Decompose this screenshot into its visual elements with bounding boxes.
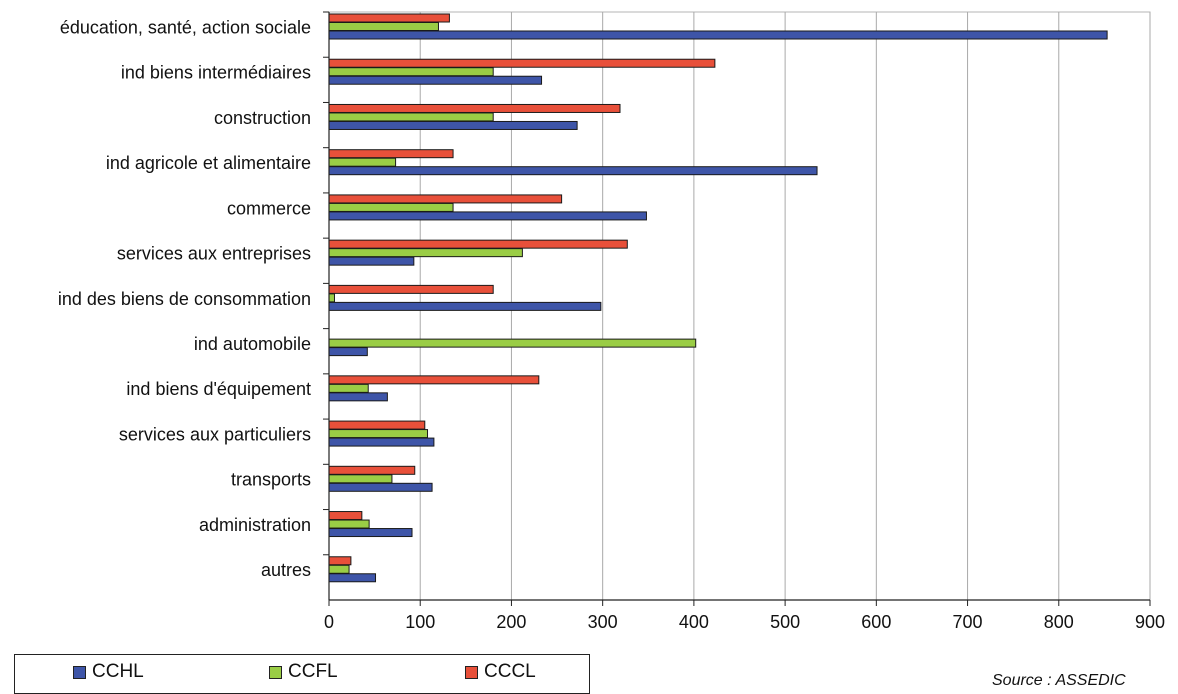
bar-cchl-11 bbox=[328, 528, 413, 538]
bar-ccfl-6 bbox=[328, 293, 335, 303]
bar-cchl-10 bbox=[328, 482, 433, 492]
category-label-4: commerce bbox=[227, 198, 311, 218]
bar-cccl-6 bbox=[328, 284, 494, 294]
bar-cccl-2 bbox=[328, 103, 621, 113]
category-label-5: services aux entreprises bbox=[117, 244, 311, 264]
category-label-10: transports bbox=[231, 470, 311, 490]
category-label-9: services aux particuliers bbox=[119, 424, 311, 444]
x-tick-label-600: 600 bbox=[861, 612, 891, 632]
legend-label-cccl: CCCL bbox=[484, 661, 536, 682]
x-tick-label-300: 300 bbox=[588, 612, 618, 632]
bar-ccfl-12 bbox=[328, 564, 350, 574]
x-tick-label-100: 100 bbox=[405, 612, 435, 632]
legend: CCHL CCFL CCCL bbox=[14, 654, 590, 694]
category-label-7: ind automobile bbox=[194, 334, 311, 354]
legend-swatch-ccfl bbox=[269, 665, 282, 679]
bar-cchl-8 bbox=[328, 392, 388, 402]
category-label-3: ind agricole et alimentaire bbox=[106, 153, 311, 173]
x-tick-label-400: 400 bbox=[679, 612, 709, 632]
bar-cccl-0 bbox=[328, 13, 450, 23]
bar-cchl-9 bbox=[328, 437, 435, 447]
bar-ccfl-9 bbox=[328, 429, 429, 439]
category-label-8: ind biens d'équipement bbox=[126, 379, 311, 399]
bar-ccfl-4 bbox=[328, 202, 454, 212]
legend-item-ccfl: CCFL bbox=[269, 661, 338, 683]
x-tick-label-900: 900 bbox=[1135, 612, 1165, 632]
bar-cchl-1 bbox=[328, 75, 543, 85]
bar-cchl-6 bbox=[328, 301, 602, 311]
source-note: Source : ASSEDIC bbox=[992, 672, 1126, 689]
bar-ccfl-1 bbox=[328, 67, 494, 77]
bar-cccl-3 bbox=[328, 149, 454, 159]
bar-cccl-12 bbox=[328, 556, 352, 566]
bar-ccfl-0 bbox=[328, 22, 439, 31]
bar-ccfl-11 bbox=[328, 519, 370, 529]
x-tick-label-800: 800 bbox=[1044, 612, 1074, 632]
axes bbox=[323, 11, 1151, 606]
bar-cccl-4 bbox=[328, 194, 563, 204]
bar-cccl-5 bbox=[328, 239, 628, 249]
x-tick-label-0: 0 bbox=[324, 612, 334, 632]
bar-cchl-12 bbox=[328, 573, 377, 583]
bars bbox=[328, 13, 1108, 583]
bar-cchl-4 bbox=[328, 211, 647, 221]
bar-cchl-5 bbox=[328, 256, 415, 266]
category-label-1: ind biens intermédiaires bbox=[121, 63, 311, 83]
category-label-12: autres bbox=[261, 560, 311, 580]
legend-item-cccl: CCCL bbox=[465, 661, 536, 683]
legend-swatch-cchl bbox=[73, 665, 86, 679]
bar-ccfl-2 bbox=[328, 112, 494, 122]
category-label-2: construction bbox=[214, 108, 311, 128]
x-tick-label-500: 500 bbox=[770, 612, 800, 632]
bar-cchl-7 bbox=[328, 347, 368, 357]
bar-cccl-8 bbox=[328, 375, 540, 385]
category-label-6: ind des biens de consommation bbox=[58, 289, 311, 309]
bar-ccfl-3 bbox=[328, 157, 397, 167]
legend-label-ccfl: CCFL bbox=[288, 661, 338, 682]
bar-ccfl-5 bbox=[328, 248, 523, 258]
bar-ccfl-7 bbox=[328, 338, 697, 348]
bar-cchl-2 bbox=[328, 120, 578, 130]
legend-swatch-cccl bbox=[465, 665, 478, 679]
bar-cccl-1 bbox=[328, 58, 716, 68]
bar-cccl-11 bbox=[328, 511, 363, 521]
bar-cchl-3 bbox=[328, 166, 818, 176]
bar-cccl-10 bbox=[328, 465, 416, 475]
legend-item-cchl: CCHL bbox=[73, 661, 144, 683]
category-labels: éducation, santé, action sociale ind bien… bbox=[58, 17, 311, 580]
x-tick-label-700: 700 bbox=[953, 612, 983, 632]
bar-ccfl-10 bbox=[328, 474, 393, 484]
tick-labels: 0 100 200 300 400 500 600 700 800 900 bbox=[324, 612, 1165, 632]
bar-cchl-0 bbox=[328, 30, 1108, 40]
category-label-0: éducation, santé, action sociale bbox=[60, 17, 311, 37]
bar-cccl-9 bbox=[328, 420, 426, 430]
legend-label-cchl: CCHL bbox=[92, 661, 144, 682]
category-label-11: administration bbox=[199, 515, 311, 535]
x-tick-label-200: 200 bbox=[496, 612, 526, 632]
bar-ccfl-8 bbox=[328, 383, 369, 393]
